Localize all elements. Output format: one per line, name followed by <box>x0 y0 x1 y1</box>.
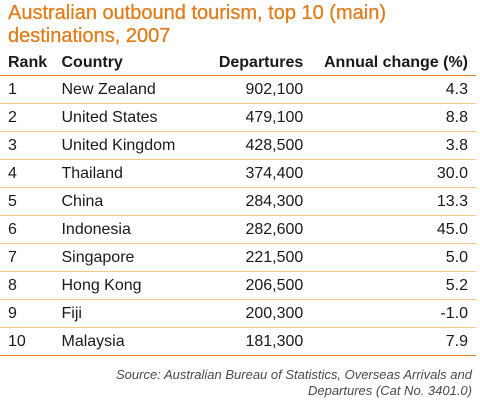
rank-cell: 7 <box>0 243 58 272</box>
table-header: Rank Country Departures Annual change (%… <box>0 50 476 76</box>
table-row: 3 United Kingdom 428,500 3.8 <box>0 131 476 160</box>
departures-cell: 200,300 <box>198 299 304 328</box>
table-row: 10 Malaysia 181,300 7.9 <box>0 327 476 356</box>
annual-change-cell: 5.0 <box>303 243 476 272</box>
rank-cell: 10 <box>0 327 58 356</box>
departures-cell: 221,500 <box>198 243 304 272</box>
country-cell: United Kingdom <box>57 131 199 160</box>
source-note-line: Source: Australian Bureau of Statistics,… <box>116 367 472 382</box>
departures-cell: 479,100 <box>198 103 304 132</box>
source-note-line: Departures (Cat No. 3401.0) <box>307 383 472 398</box>
annual-change-cell: 45.0 <box>303 215 476 244</box>
column-header-rank: Rank <box>0 50 58 76</box>
table-row: 2 United States 479,100 8.8 <box>0 103 476 132</box>
table-row: 1 New Zealand 902,100 4.3 <box>0 75 476 104</box>
column-header-departures: Departures <box>198 50 304 76</box>
table-row: 9 Fiji 200,300 -1.0 <box>0 299 476 328</box>
header-row: Rank Country Departures Annual change (%… <box>0 50 476 76</box>
annual-change-cell: 7.9 <box>303 327 476 356</box>
departures-cell: 374,400 <box>198 159 304 188</box>
rank-cell: 3 <box>0 131 58 160</box>
rank-cell: 8 <box>0 271 58 300</box>
departures-cell: 284,300 <box>198 187 304 216</box>
country-cell: Hong Kong <box>57 271 199 300</box>
column-header-annual-change: Annual change (%) <box>303 50 476 76</box>
country-cell: Thailand <box>57 159 199 188</box>
rank-cell: 4 <box>0 159 58 188</box>
annual-change-cell: 3.8 <box>303 131 476 160</box>
table-row: 5 China 284,300 13.3 <box>0 187 476 216</box>
country-cell: Singapore <box>57 243 199 272</box>
departures-cell: 206,500 <box>198 271 304 300</box>
rank-cell: 6 <box>0 215 58 244</box>
annual-change-cell: -1.0 <box>303 299 476 328</box>
country-cell: United States <box>57 103 199 132</box>
rank-cell: 1 <box>0 75 58 104</box>
column-header-country: Country <box>57 50 199 76</box>
rank-cell: 5 <box>0 187 58 216</box>
annual-change-cell: 30.0 <box>303 159 476 188</box>
country-cell: Indonesia <box>57 215 199 244</box>
table-body: 1 New Zealand 902,100 4.3 2 United State… <box>0 75 476 356</box>
annual-change-cell: 13.3 <box>303 187 476 216</box>
annual-change-cell: 4.3 <box>303 75 476 104</box>
source-note: Source: Australian Bureau of Statistics,… <box>32 367 472 399</box>
country-cell: Fiji <box>57 299 199 328</box>
country-cell: China <box>57 187 199 216</box>
table-row: 7 Singapore 221,500 5.0 <box>0 243 476 272</box>
rank-cell: 9 <box>0 299 58 328</box>
table-row: 6 Indonesia 282,600 45.0 <box>0 215 476 244</box>
tourism-table: Rank Country Departures Annual change (%… <box>0 50 476 356</box>
country-cell: Malaysia <box>57 327 199 356</box>
country-cell: New Zealand <box>57 75 199 104</box>
table-row: 4 Thailand 374,400 30.0 <box>0 159 476 188</box>
departures-cell: 428,500 <box>198 131 304 160</box>
annual-change-cell: 5.2 <box>303 271 476 300</box>
annual-change-cell: 8.8 <box>303 103 476 132</box>
departures-cell: 181,300 <box>198 327 304 356</box>
departures-cell: 282,600 <box>198 215 304 244</box>
rank-cell: 2 <box>0 103 58 132</box>
table-title: Australian outbound tourism, top 10 (mai… <box>8 2 386 47</box>
table-row: 8 Hong Kong 206,500 5.2 <box>0 271 476 300</box>
departures-cell: 902,100 <box>198 75 304 104</box>
